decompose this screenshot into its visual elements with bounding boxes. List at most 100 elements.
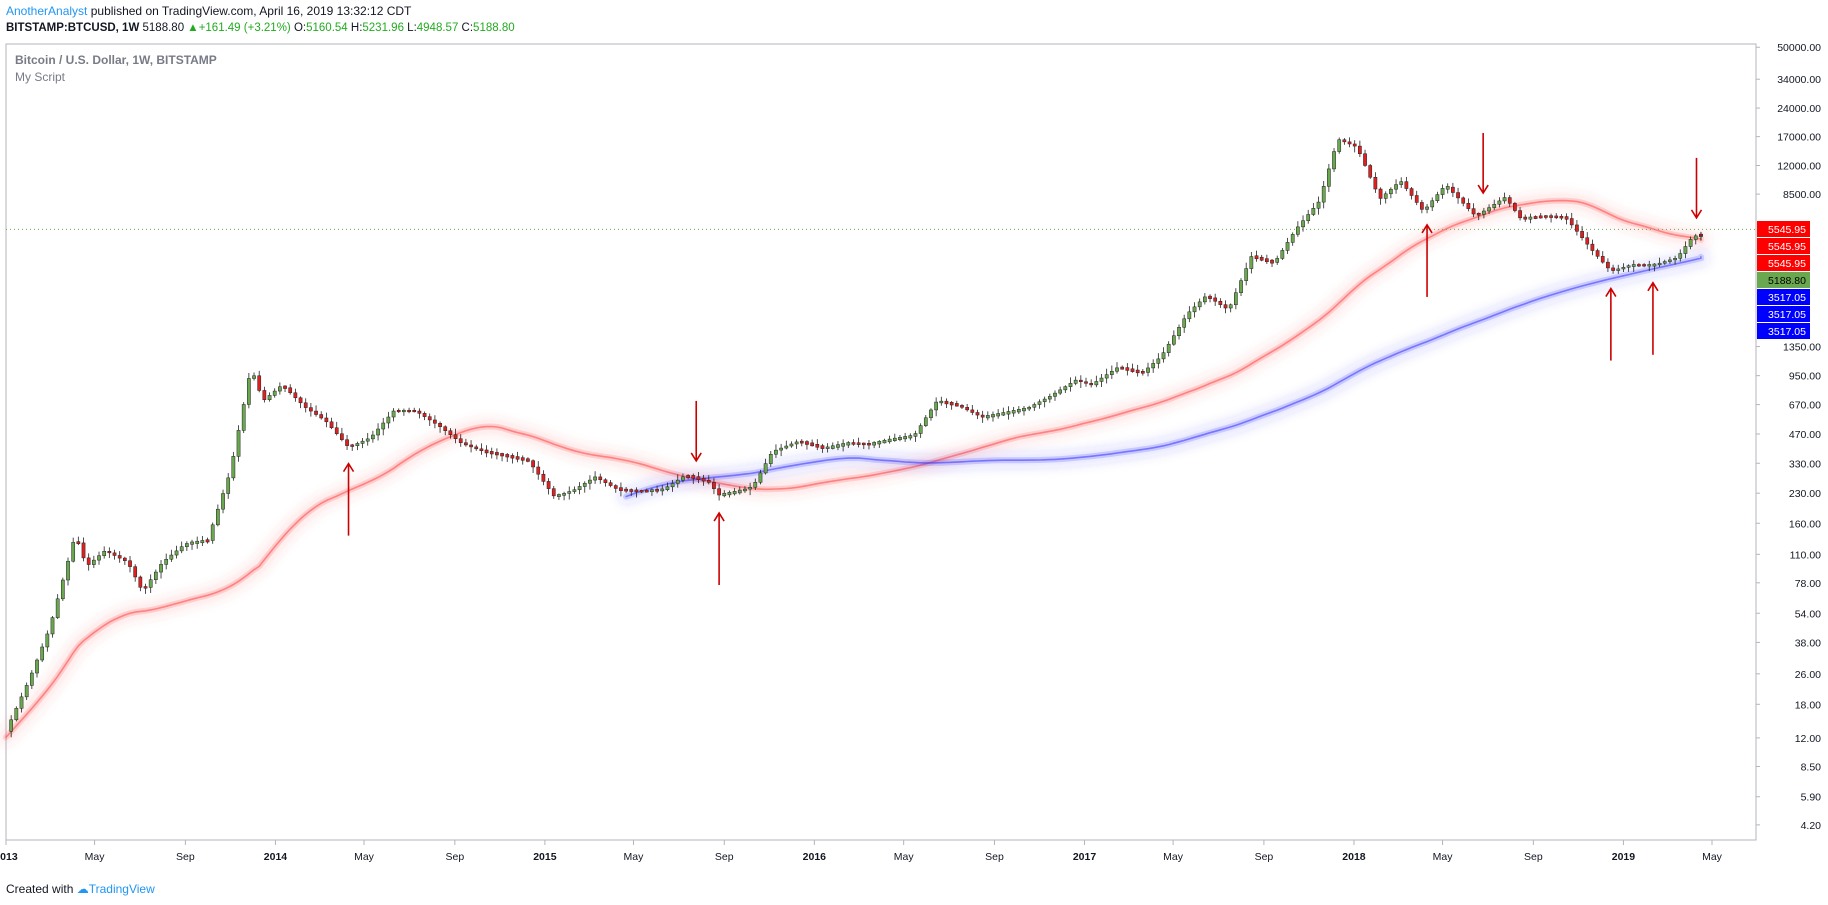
- down-candle: [954, 403, 959, 407]
- down-candle: [500, 453, 504, 457]
- up-candle: [939, 400, 944, 404]
- down-candle: [1084, 381, 1088, 384]
- up-candle: [1290, 234, 1295, 243]
- up-candle: [1244, 268, 1249, 281]
- up-candle: [216, 508, 220, 526]
- candlestick-series: [9, 137, 1703, 738]
- down-candle: [324, 417, 329, 423]
- up-candle: [1440, 188, 1445, 195]
- down-candle: [474, 446, 479, 450]
- time-tick-label: 2014: [264, 851, 288, 863]
- up-candle: [743, 488, 747, 492]
- time-tick-label: Sep: [176, 851, 195, 863]
- annotation-arrow-up-head: [1647, 281, 1659, 292]
- down-candle: [1507, 197, 1512, 204]
- down-candle: [1223, 304, 1228, 309]
- up-candle: [582, 483, 587, 487]
- up-candle: [195, 540, 200, 544]
- time-tick-label: Sep: [985, 851, 1004, 863]
- up-candle: [29, 672, 34, 686]
- down-candle: [639, 490, 644, 493]
- up-candle: [1528, 216, 1533, 220]
- up-candle: [923, 417, 928, 426]
- annotation-arrow-up-head: [713, 511, 725, 522]
- up-candle: [794, 441, 799, 445]
- up-candle: [727, 492, 732, 496]
- price-label-box: [1757, 323, 1810, 339]
- down-candle: [407, 409, 411, 413]
- down-candle: [1544, 215, 1548, 218]
- up-candle: [665, 486, 670, 490]
- published-text: published on TradingView.com, April 16, …: [90, 4, 412, 18]
- down-candle: [133, 566, 138, 578]
- up-candle: [1435, 194, 1440, 202]
- down-candle: [1580, 231, 1584, 238]
- time-tick-label: 2015: [533, 851, 557, 863]
- up-candle: [45, 633, 50, 648]
- up-candle: [1275, 258, 1280, 263]
- down-candle: [288, 387, 293, 394]
- up-candle: [174, 550, 179, 556]
- up-candle: [1321, 186, 1326, 203]
- price-label-text: 3517.05: [1768, 326, 1806, 338]
- up-candle: [1011, 410, 1016, 414]
- down-candle: [205, 539, 210, 543]
- down-candle: [319, 414, 324, 419]
- down-candle: [515, 456, 520, 460]
- down-candle: [438, 422, 442, 427]
- price-axis: 50000.00 34000.00 24000.00 17000.00 12000.00…: [1756, 42, 1821, 832]
- up-candle: [376, 428, 380, 436]
- up-candle: [903, 436, 907, 440]
- time-tick-label: May: [624, 851, 645, 863]
- down-candle: [479, 448, 484, 452]
- up-candle: [102, 551, 107, 556]
- time-tick-label: 2016: [803, 851, 827, 863]
- down-candle: [128, 560, 132, 567]
- tradingview-link[interactable]: TradingView: [88, 882, 155, 896]
- up-candle: [1487, 207, 1491, 212]
- down-candle: [1538, 215, 1543, 219]
- up-candle: [164, 558, 169, 565]
- down-candle: [696, 476, 701, 480]
- down-candle: [345, 439, 349, 446]
- up-candle: [1306, 214, 1311, 221]
- red-ma-band-line: [5, 199, 1702, 739]
- down-candle: [686, 475, 690, 478]
- time-axis: 2013 May Sep 2014 May Sep 2015 May Sep 2016 May Sep…: [0, 840, 1723, 863]
- up-candle: [236, 430, 241, 457]
- up-candle: [892, 437, 897, 441]
- up-candle: [898, 437, 902, 440]
- down-candle: [799, 440, 804, 444]
- up-candle: [1032, 404, 1037, 408]
- price-label-box: [1757, 272, 1810, 288]
- footer: Created with ☁TradingView: [6, 882, 155, 897]
- up-candle: [381, 422, 386, 430]
- up-candle: [1042, 398, 1047, 403]
- down-candle: [1213, 297, 1218, 302]
- up-candle: [593, 476, 597, 481]
- time-tick-label: 2013: [0, 851, 18, 863]
- price-tick-label: 18.00: [1795, 699, 1821, 711]
- up-candle: [1203, 296, 1207, 303]
- price-tick-label: 17000.00: [1777, 132, 1821, 144]
- down-candle: [815, 444, 820, 448]
- price-label-text: 5545.95: [1768, 241, 1806, 253]
- up-candle: [758, 472, 763, 483]
- price-tick-label: 1350.00: [1783, 342, 1821, 354]
- up-candle: [19, 696, 24, 709]
- up-candle: [1146, 367, 1150, 373]
- time-tick-label: Sep: [1524, 851, 1543, 863]
- up-candle: [1115, 367, 1119, 372]
- author-link[interactable]: AnotherAnalyst: [6, 4, 88, 18]
- down-candle: [283, 385, 287, 389]
- down-candle: [608, 482, 613, 486]
- down-candle: [541, 473, 546, 482]
- down-candle: [975, 412, 980, 416]
- up-candle: [1016, 409, 1021, 413]
- up-candle: [1053, 392, 1057, 397]
- up-candle: [872, 442, 876, 446]
- down-candle: [489, 451, 494, 455]
- down-candle: [1513, 203, 1517, 211]
- low-value: 4948.57: [416, 22, 459, 34]
